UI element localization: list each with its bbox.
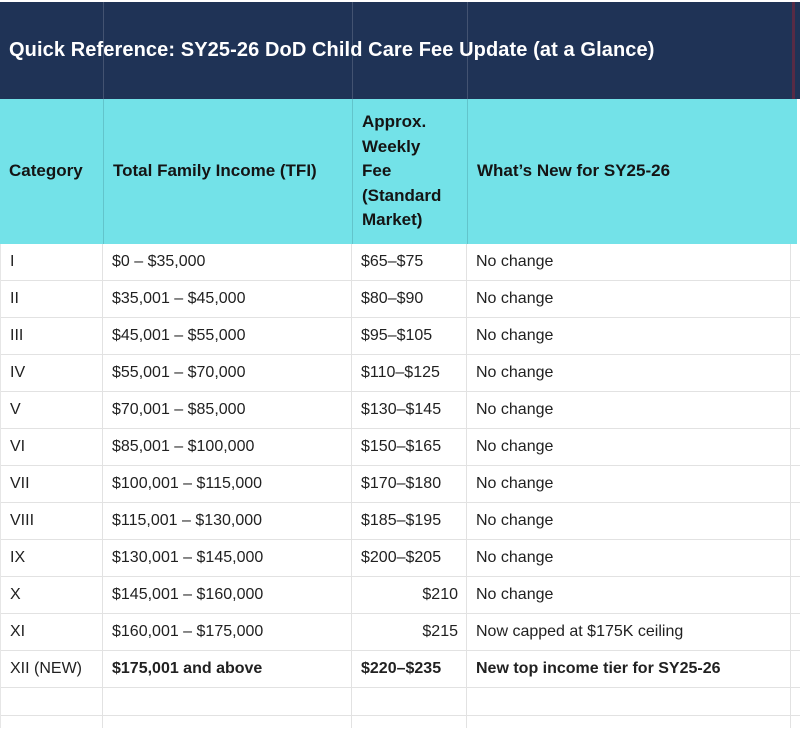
cell-category[interactable]: VI xyxy=(1,429,103,465)
cell-fee[interactable]: $65–$75 xyxy=(352,244,467,280)
cell-category[interactable]: II xyxy=(1,281,103,317)
cell-whats-new[interactable]: Now capped at $175K ceiling xyxy=(467,614,791,650)
cell-fee[interactable]: $95–$105 xyxy=(352,318,467,354)
table-title-bar[interactable]: Quick Reference: SY25-26 DoD Child Care … xyxy=(0,2,800,99)
cell-tfi[interactable]: $100,001 – $115,000 xyxy=(103,466,352,502)
cell-category[interactable]: I xyxy=(1,244,103,280)
cell-filler[interactable] xyxy=(791,540,800,576)
cell-empty[interactable] xyxy=(1,716,103,728)
cell-empty[interactable] xyxy=(352,716,467,728)
table-row: VIII $115,001 – $130,000 $185–$195 No ch… xyxy=(1,503,800,540)
cell-tfi[interactable]: $160,001 – $175,000 xyxy=(103,614,352,650)
cell-fee[interactable]: $170–$180 xyxy=(352,466,467,502)
column-header-fee[interactable]: Approx. Weekly Fee (Standard Market) xyxy=(352,99,467,244)
table-row-new-tier: XII (NEW) $175,001 and above $220–$235 N… xyxy=(1,651,800,688)
cell-fee[interactable]: $185–$195 xyxy=(352,503,467,539)
cell-category[interactable]: V xyxy=(1,392,103,428)
cell-tfi[interactable]: $55,001 – $70,000 xyxy=(103,355,352,391)
cell-whats-new[interactable]: No change xyxy=(467,503,791,539)
cell-fee[interactable]: $110–$125 xyxy=(352,355,467,391)
column-divider xyxy=(467,2,468,99)
column-divider xyxy=(103,2,104,99)
cell-whats-new[interactable]: New top income tier for SY25-26 xyxy=(467,651,791,687)
cell-tfi[interactable]: $85,001 – $100,000 xyxy=(103,429,352,465)
table-title: Quick Reference: SY25-26 DoD Child Care … xyxy=(9,39,655,61)
table-row: I $0 – $35,000 $65–$75 No change xyxy=(1,244,800,281)
cell-tfi[interactable]: $0 – $35,000 xyxy=(103,244,352,280)
table-row: IV $55,001 – $70,000 $110–$125 No change xyxy=(1,355,800,392)
cell-fee[interactable]: $80–$90 xyxy=(352,281,467,317)
cell-empty[interactable] xyxy=(1,688,103,715)
cell-category[interactable]: III xyxy=(1,318,103,354)
cell-whats-new[interactable]: No change xyxy=(467,281,791,317)
cell-empty[interactable] xyxy=(467,688,791,715)
table-row: II $35,001 – $45,000 $80–$90 No change xyxy=(1,281,800,318)
cell-whats-new[interactable]: No change xyxy=(467,318,791,354)
cell-filler[interactable] xyxy=(791,244,800,280)
cell-category[interactable]: XII (NEW) xyxy=(1,651,103,687)
cell-category[interactable]: X xyxy=(1,577,103,613)
cell-tfi[interactable]: $130,001 – $145,000 xyxy=(103,540,352,576)
cell-fee[interactable]: $130–$145 xyxy=(352,392,467,428)
cell-filler[interactable] xyxy=(791,651,800,687)
cell-empty[interactable] xyxy=(103,716,352,728)
table-row: IX $130,001 – $145,000 $200–$205 No chan… xyxy=(1,540,800,577)
cell-tfi[interactable]: $35,001 – $45,000 xyxy=(103,281,352,317)
cell-filler[interactable] xyxy=(791,392,800,428)
cell-tfi[interactable]: $115,001 – $130,000 xyxy=(103,503,352,539)
cell-fee[interactable]: $150–$165 xyxy=(352,429,467,465)
cell-filler[interactable] xyxy=(791,281,800,317)
column-header-tfi[interactable]: Total Family Income (TFI) xyxy=(103,99,352,244)
cell-filler[interactable] xyxy=(791,716,800,728)
cell-whats-new[interactable]: No change xyxy=(467,392,791,428)
table-row: III $45,001 – $55,000 $95–$105 No change xyxy=(1,318,800,355)
cell-filler[interactable] xyxy=(791,577,800,613)
cell-fee[interactable]: $200–$205 xyxy=(352,540,467,576)
cell-empty[interactable] xyxy=(103,688,352,715)
cell-filler[interactable] xyxy=(791,355,800,391)
cell-fee[interactable]: $220–$235 xyxy=(352,651,467,687)
table-row: VII $100,001 – $115,000 $170–$180 No cha… xyxy=(1,466,800,503)
cell-whats-new[interactable]: No change xyxy=(467,577,791,613)
cell-category[interactable]: VIII xyxy=(1,503,103,539)
right-edge-sliver xyxy=(792,2,795,99)
empty-row xyxy=(1,688,800,716)
cell-filler[interactable] xyxy=(791,466,800,502)
cell-tfi[interactable]: $145,001 – $160,000 xyxy=(103,577,352,613)
cell-whats-new[interactable]: No change xyxy=(467,355,791,391)
column-divider xyxy=(352,2,353,99)
cell-whats-new[interactable]: No change xyxy=(467,429,791,465)
cell-fee[interactable]: $215 xyxy=(352,614,467,650)
cell-category[interactable]: IV xyxy=(1,355,103,391)
cell-category[interactable]: XI xyxy=(1,614,103,650)
table-row: V $70,001 – $85,000 $130–$145 No change xyxy=(1,392,800,429)
cell-filler[interactable] xyxy=(791,614,800,650)
cell-empty[interactable] xyxy=(352,688,467,715)
cell-whats-new[interactable]: No change xyxy=(467,540,791,576)
table-row: VI $85,001 – $100,000 $150–$165 No chang… xyxy=(1,429,800,466)
table-row: X $145,001 – $160,000 $210 No change xyxy=(1,577,800,614)
table-row: XI $160,001 – $175,000 $215 Now capped a… xyxy=(1,614,800,651)
cell-empty[interactable] xyxy=(467,716,791,728)
cell-whats-new[interactable]: No change xyxy=(467,466,791,502)
cell-filler[interactable] xyxy=(791,429,800,465)
column-header-category[interactable]: Category xyxy=(9,161,83,181)
cell-filler[interactable] xyxy=(791,318,800,354)
cell-whats-new[interactable]: No change xyxy=(467,244,791,280)
table-body: I $0 – $35,000 $65–$75 No change II $35,… xyxy=(0,244,800,728)
cell-category[interactable]: VII xyxy=(1,466,103,502)
cell-tfi[interactable]: $175,001 and above xyxy=(103,651,352,687)
cell-filler[interactable] xyxy=(791,503,800,539)
cell-tfi[interactable]: $45,001 – $55,000 xyxy=(103,318,352,354)
cell-filler[interactable] xyxy=(791,688,800,715)
cell-tfi[interactable]: $70,001 – $85,000 xyxy=(103,392,352,428)
cell-fee[interactable]: $210 xyxy=(352,577,467,613)
column-header-whats-new[interactable]: What’s New for SY25-26 xyxy=(467,99,797,244)
cell-category[interactable]: IX xyxy=(1,540,103,576)
table-header-row: Category Total Family Income (TFI) Appro… xyxy=(0,99,797,244)
empty-row-partial xyxy=(1,716,800,728)
